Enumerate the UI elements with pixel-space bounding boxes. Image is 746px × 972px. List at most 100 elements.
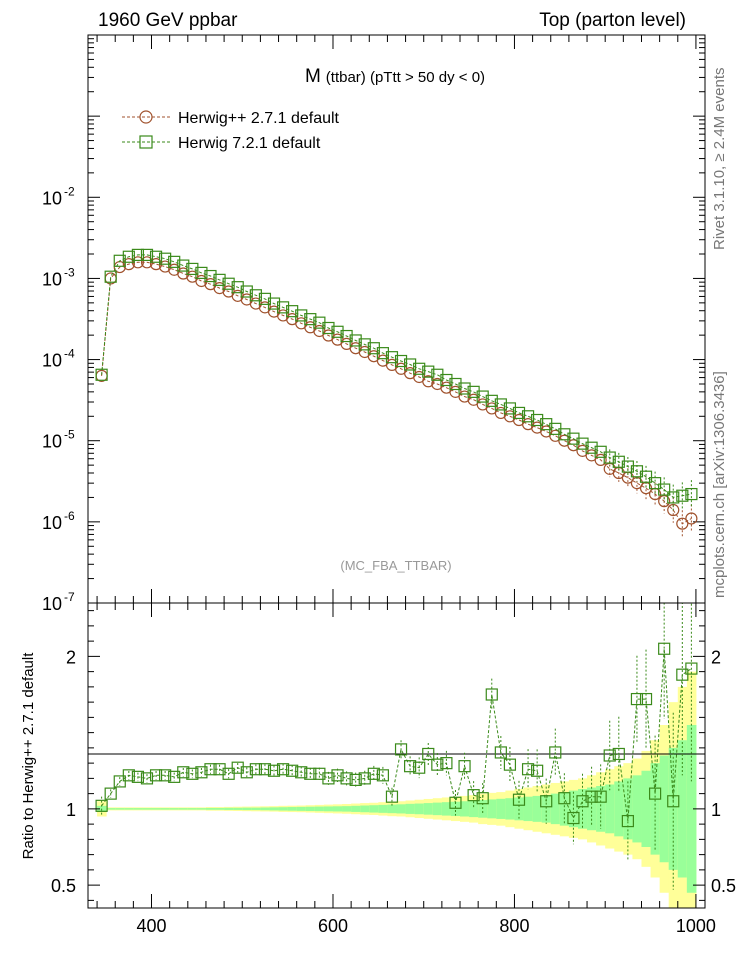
ratio-y-tick-label-left: 0.5 [51, 876, 76, 896]
y-tick-label: 10 [42, 432, 62, 452]
y-tick-label: 10 [42, 351, 62, 371]
band-inner [541, 795, 552, 823]
plot-title: M (ttbar) (pTtt > 50 dy < 0) [305, 66, 485, 87]
data-point-herwig-7 [149, 250, 163, 263]
ratio-point [503, 758, 517, 771]
band-inner [677, 740, 688, 878]
band-inner [160, 808, 171, 810]
data-point-herwig-7 [385, 351, 399, 364]
band-inner [169, 808, 180, 810]
data-point-herwig-7 [394, 354, 408, 368]
band-inner [432, 802, 443, 816]
ratio-point [458, 760, 471, 773]
ratio-point [667, 795, 680, 808]
ratio-point [648, 787, 662, 800]
header-process: Top (parton level) [539, 10, 686, 31]
ratio-point [512, 793, 526, 806]
legend-square-marker [139, 135, 153, 149]
data-point-herwig-pp [422, 375, 435, 388]
ratio-point [576, 795, 589, 808]
ratio-frame [87, 602, 706, 909]
ratio-point [149, 769, 163, 782]
band-inner [115, 808, 125, 810]
band-inner [632, 775, 642, 843]
data-point-herwig-7 [240, 285, 253, 298]
ratio-ylabel: Ratio to Herwig++ 2.7.1 default [20, 652, 37, 860]
ratio-uncertainty-bands [97, 671, 697, 908]
ratio-point [276, 763, 290, 776]
data-point-herwig-7 [648, 477, 662, 490]
ratio-point [331, 769, 344, 782]
data-point-herwig-7 [376, 347, 389, 360]
band-inner [360, 805, 370, 813]
band-inner [342, 806, 352, 812]
band-inner [378, 804, 388, 813]
ratio-point [231, 761, 244, 774]
ratio-point [639, 692, 653, 706]
data-point-herwig-7 [404, 358, 417, 371]
data-point-herwig-pp [122, 258, 135, 271]
data-point-herwig-pp [667, 503, 680, 517]
y-tick-label-exponent: -2 [64, 184, 75, 198]
data-point-herwig-pp [567, 439, 580, 452]
data-point-herwig-7 [676, 489, 689, 502]
data-point-herwig-7 [621, 460, 634, 473]
ratio-point [540, 795, 553, 808]
data-point-herwig-7 [231, 281, 244, 294]
band-inner [205, 807, 216, 810]
band-inner [224, 807, 234, 810]
ratio-point [95, 799, 108, 812]
data-point-herwig-7 [113, 254, 126, 267]
main-panel: M (ttbar) (pTtt > 50 dy < 0) (MC_FBA_TTBA… [42, 34, 705, 614]
legend-label-herwig-pp: Herwig++ 2.7.1 default [178, 110, 340, 127]
data-point-herwig-pp [685, 512, 698, 525]
band-inner [369, 805, 379, 813]
data-point-herwig-7 [558, 428, 571, 441]
y-tick-label-exponent: -4 [64, 347, 75, 361]
data-point-herwig-7 [585, 441, 598, 454]
legend-circle-marker [139, 110, 153, 124]
band-inner [487, 799, 497, 819]
band-inner [605, 784, 615, 834]
ratio-point [240, 766, 253, 779]
ratio-y-tick-label-right: 2 [711, 647, 721, 667]
ratio-point [630, 692, 644, 706]
data-point-herwig-7 [422, 365, 435, 378]
y-tick-label-exponent: -5 [64, 428, 75, 442]
legend-label-herwig-7: Herwig 7.2.1 default [178, 135, 321, 152]
data-point-herwig-7 [449, 377, 462, 391]
band-inner [396, 804, 407, 814]
band-inner [623, 778, 633, 840]
band-inner [323, 806, 334, 812]
data-point-herwig-pp [676, 517, 689, 530]
band-inner [505, 798, 515, 820]
band-inner [233, 807, 243, 810]
ratio-point [658, 642, 671, 655]
data-point-herwig-7 [540, 418, 553, 431]
mcplots-label: mcplots.cern.ch [arXiv:1306.3436] [711, 371, 728, 598]
analysis-watermark: (MC_FBA_TTBAR) [340, 558, 451, 573]
ratio-point [186, 767, 199, 780]
ratio-axis-ticks [88, 603, 705, 908]
ratio-point [558, 792, 571, 805]
data-point-herwig-7 [159, 252, 172, 265]
y-tick-label-exponent: -6 [64, 509, 75, 523]
ratio-point [685, 662, 698, 675]
ratio-point [140, 772, 154, 785]
data-point-herwig-7 [104, 270, 117, 283]
data-point-herwig-7 [476, 390, 489, 403]
y-tick-label-exponent: -3 [64, 265, 75, 279]
band-inner [151, 808, 162, 810]
data-point-herwig-7 [413, 362, 426, 375]
band-inner [142, 808, 153, 810]
band-inner [387, 804, 397, 814]
data-point-herwig-7 [204, 269, 217, 283]
band-inner [532, 795, 543, 822]
band-inner [106, 808, 116, 810]
band-inner [251, 807, 261, 811]
ratio-point [358, 772, 371, 785]
band-inner [332, 806, 343, 812]
band-inner [496, 798, 506, 819]
ratio-point [521, 763, 535, 776]
ratio-point [168, 770, 181, 783]
